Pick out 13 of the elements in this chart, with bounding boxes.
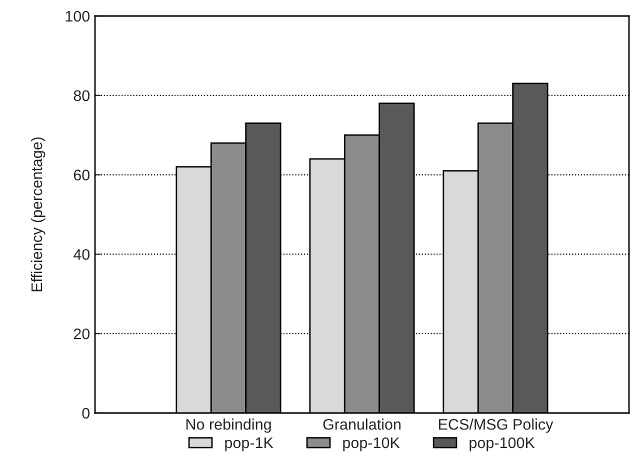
legend-label: pop-10K <box>343 437 400 452</box>
y-tick-label: 80 <box>74 90 90 102</box>
y-axis-title: Efficiency (percentage) <box>30 137 46 292</box>
y-tick-label: 0 <box>82 408 90 419</box>
legend-label: pop-1K <box>225 438 274 452</box>
y-tick-label: 60 <box>74 170 90 180</box>
y-tick-label: 20 <box>74 328 90 340</box>
legend-label: pop-100K <box>470 437 535 452</box>
y-tick-label: 100 <box>66 10 90 22</box>
x-tick-label: No rebinding <box>186 418 271 433</box>
x-tick-label: ECS/MSG Policy <box>439 418 554 433</box>
y-tick-label: 40 <box>74 249 90 260</box>
x-tick-label: Granulation <box>323 418 401 430</box>
